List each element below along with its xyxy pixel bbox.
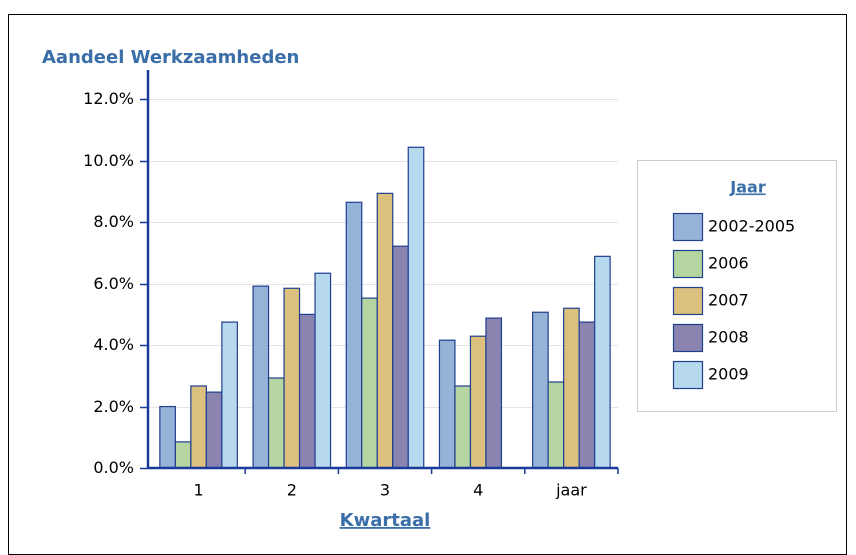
legend-swatch	[672, 249, 704, 279]
bar	[454, 385, 472, 469]
y-tick-label: 8.0%	[93, 212, 134, 231]
bar	[345, 201, 363, 469]
bar	[205, 391, 223, 469]
bar	[267, 377, 285, 469]
bar	[532, 311, 549, 469]
bar	[438, 339, 456, 469]
y-tick-label: 6.0%	[93, 274, 134, 293]
bar	[298, 313, 316, 469]
chart-title: Aandeel Werkzaamheden	[42, 47, 299, 68]
bar	[563, 307, 580, 469]
bar	[190, 385, 207, 469]
legend-swatch	[672, 323, 704, 353]
x-tick-label: jaar	[555, 481, 587, 500]
bar	[314, 272, 332, 469]
bar	[361, 297, 378, 469]
y-tick-label: 4.0%	[93, 335, 134, 354]
legend-swatch	[672, 360, 704, 390]
bar	[392, 245, 409, 469]
x-axis-title: Kwartaal	[340, 510, 431, 531]
bar	[485, 317, 503, 469]
bar	[376, 192, 394, 469]
bar	[159, 405, 176, 469]
x-tick-label: 1	[194, 481, 204, 500]
legend-label: 2008	[708, 328, 749, 347]
bar	[283, 287, 301, 469]
legend-title: Jaar	[729, 178, 766, 197]
bar	[174, 441, 192, 469]
bar	[578, 321, 596, 469]
y-tick-label: 10.0%	[83, 151, 134, 170]
x-tick-label: 3	[380, 481, 390, 500]
legend-box	[637, 160, 837, 412]
bar	[547, 381, 565, 469]
legend-label: 2006	[708, 254, 749, 273]
y-tick-label: 2.0%	[93, 397, 134, 416]
y-tick-label: 0.0%	[93, 458, 134, 477]
bar	[594, 255, 611, 469]
legend-label: 2007	[708, 291, 749, 310]
legend-swatch	[672, 286, 704, 316]
y-tick-label: 12.0%	[83, 89, 134, 108]
bar	[221, 321, 238, 469]
bar	[407, 146, 425, 469]
bar	[469, 335, 487, 469]
x-tick-label: 2	[287, 481, 297, 500]
x-tick-label: 4	[473, 481, 483, 500]
legend-label: 2009	[708, 365, 749, 384]
legend-swatch	[672, 212, 704, 242]
legend-label: 2002-2005	[708, 217, 795, 236]
bar	[252, 285, 270, 469]
